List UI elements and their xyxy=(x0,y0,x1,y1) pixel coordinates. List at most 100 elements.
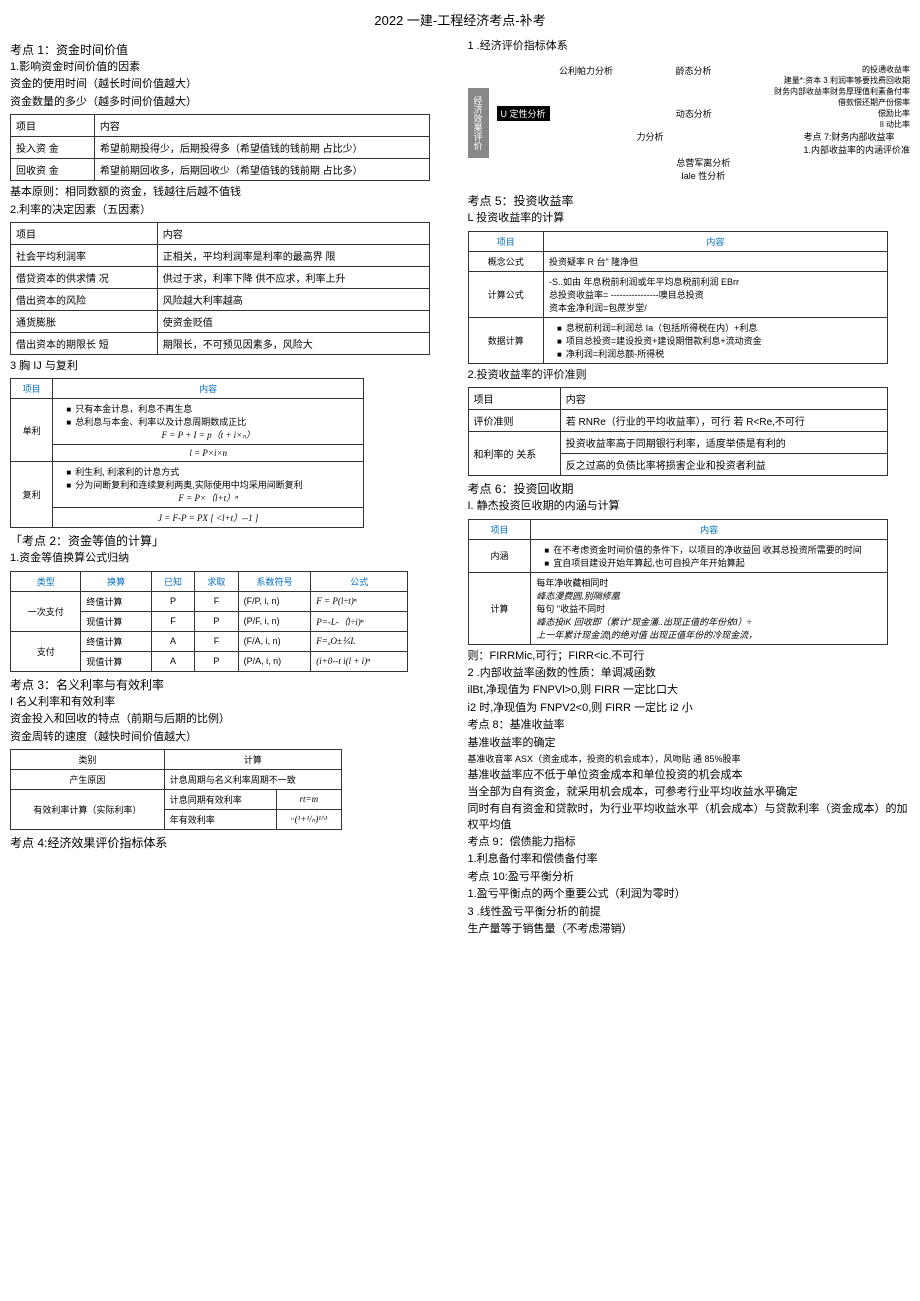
cell: 使资金贬值 xyxy=(157,310,430,332)
cell: 社会平均利润率 xyxy=(11,244,158,266)
cell: (i+0--t i(l + i)ⁿ xyxy=(311,651,408,671)
kp1-line2: 资金数量的多少（越多时间价值越大） xyxy=(10,95,453,110)
kp9-title: 考点 9：偿债能力指标 xyxy=(468,835,911,850)
kp1-principle: 基本原则：相同数额的资金，钱越往后越不值钱 xyxy=(10,185,453,200)
cell: 每年净收藏相同时 峰态漫费圆,别隔修凰 每句 "收益不同时 峰态投iK 回收即（… xyxy=(531,572,887,644)
cell: 概念公式 xyxy=(468,251,543,271)
kp2-title: 「考点 2：资金等值的计算」 xyxy=(10,532,453,549)
kp8-l3: 基准收益率应不低于单位资金成本和单位投资的机会成本 xyxy=(468,768,911,783)
cell: 计息周期与名义利率周期不一致 xyxy=(164,769,341,789)
diag-label: 建量*:资本 3 利润率够要找费回收期 xyxy=(774,75,910,86)
li: 总利息与本金、利率以及计息周期数成正比 xyxy=(66,415,358,428)
formula: J = F-P = PX [ <l+t）--1 ] xyxy=(53,508,364,528)
kp3-line1: 资金投入和回收的特点（前期与后期的比例） xyxy=(10,712,453,727)
kp4-title: 考点 4:经济效果评价指标体系 xyxy=(10,834,453,851)
cell: P xyxy=(195,651,238,671)
kp3-table: 类别计算 产生原因计息周期与名义利率周期不一致 有效利率计算（实际利率）计息同期… xyxy=(10,749,342,830)
cell: 产生原因 xyxy=(11,769,165,789)
rt-l3: ilBt,净现值为 FNPVl>0,则 FIRR 一定比口大 xyxy=(468,683,911,698)
kp7-title: 考点 7:财务内部收益率 xyxy=(803,130,910,143)
line: 峰态漫费圆,别隔修凰 xyxy=(536,589,881,602)
cell: (P/F, i, n) xyxy=(238,611,311,631)
cell: 单利 xyxy=(11,399,53,462)
left-column: 考点 1：资金时间价值 1.影响资金时间价值的因素 资金的使用时间（越长时间价值… xyxy=(10,37,453,939)
kp1-table1: 项目 内容 投入资 金 希望前期投得少，后期投得多（希望值钱的钱前期 占比少） … xyxy=(10,114,430,181)
kp1-line1: 资金的使用时间（越长时间价值越大） xyxy=(10,77,453,92)
cell: rt=m xyxy=(276,789,341,809)
kp8-title: 考点 8：基准收益率 xyxy=(468,718,911,733)
line: 资本金净利润=包蔗岁堂/ xyxy=(549,301,882,314)
diag-node: 力分析 xyxy=(636,130,663,156)
li: 宜自项目建设开始年算起,也可自投产年开始算起 xyxy=(544,556,881,569)
cell: -S..如由 年息税前利润或年平均息税前利润 EBrr 总投资收益率= ----… xyxy=(543,271,887,317)
cell: 项目 xyxy=(468,388,560,410)
cell: 现值计算 xyxy=(81,611,151,631)
cell: 借出资本的风险 xyxy=(11,288,158,310)
cell: 息税前利润=利润总 Ia（包括所得税在内）+利息 项目总投资=建设投资+建设期借… xyxy=(543,317,887,363)
kp3-s1: I 名乂利率和有效利率 xyxy=(10,695,453,710)
cell: P xyxy=(151,591,194,611)
kp1-s1-title: 1.影响资金时间价值的因素 xyxy=(10,60,453,75)
kp8-l4: 当全部为自有资金，就采用机会成本，可参考行业平均收益水平确定 xyxy=(468,785,911,800)
diag-label: Il 动比率 xyxy=(838,119,910,130)
cell: A xyxy=(151,631,194,651)
kp8-l1: 基准收益率的确定 xyxy=(468,736,911,751)
li: 项目总投资=建设投资+建设期借款利息+流动资金 xyxy=(557,334,882,347)
cell: 系数符号 xyxy=(238,571,311,591)
line: 总投资收益率= ----------------噢目总投资 xyxy=(549,288,882,301)
cell: 内容 xyxy=(560,388,887,410)
kp1-table2: 项目内容 社会平均利润率正相关，平均利润率是利率的最高界 限 借贷资本的供求情 … xyxy=(10,222,430,355)
diag-label: 财务内部收益率财务厚理值利素备付率 xyxy=(774,86,910,97)
cell: 若 RNRe（行业的平均收益率），可行 若 R<Re,不可行 xyxy=(560,410,887,432)
kp10-l1: 1.盈亏平衡点的两个重要公式（利润为零时） xyxy=(468,887,911,902)
cell: 利生利, 利滚利的计息方式 分为间断复利和连续复利两奥,实际使用中均采用间断复利… xyxy=(53,462,364,508)
cell: (P/A, i, n) xyxy=(238,651,311,671)
cell: 内容 xyxy=(531,519,887,539)
li: 只有本金计息，利息不再生息 xyxy=(66,402,358,415)
cell: 项目 xyxy=(468,231,543,251)
cell: 评价准则 xyxy=(468,410,560,432)
diag-label: 的投通收益率 xyxy=(774,64,910,75)
cell: 内容 xyxy=(543,231,887,251)
kp6-table: 项目内容 内涵 在不考虑资金时间价值的条件下，以项目的净收益回 收其总投资所需要… xyxy=(468,519,888,645)
cell: 投入资 金 xyxy=(11,137,95,159)
kp6-title: 考点 6：投资回收期 xyxy=(468,480,911,497)
cell: 只有本金计息，利息不再生息 总利息与本金、利率以及计息周期数成正比 F = P … xyxy=(53,399,364,445)
cell: 终值计算 xyxy=(81,631,151,651)
cell: 借贷资本的供求情 况 xyxy=(11,266,158,288)
cell: P xyxy=(195,611,238,631)
cell: 一次支付 xyxy=(11,591,81,631)
cell: 类型 xyxy=(11,571,81,591)
kp1-s3-title: 3 胸 IJ 与复利 xyxy=(10,359,453,374)
cell: 计算 xyxy=(164,749,341,769)
cell: 计算 xyxy=(468,572,531,644)
cell: 有效利率计算（实际利率） xyxy=(11,789,165,829)
cell: 换算 xyxy=(81,571,151,591)
cell: F xyxy=(195,631,238,651)
diag-label: 借款偿还期产份偿率 xyxy=(838,97,910,108)
cell: 支付 xyxy=(11,631,81,671)
kp5-s1: L 投资收益率的计算 xyxy=(468,211,911,226)
li: 在不考虑资金时间价值的条件下，以项目的净收益回 收其总投资所需要的时间 xyxy=(544,543,881,556)
li: 利生利, 利滚利的计息方式 xyxy=(66,465,358,478)
cell: 内涵 xyxy=(468,539,531,572)
cell: 公式 xyxy=(311,571,408,591)
cell: F = P(l÷t)ⁿ xyxy=(311,591,408,611)
right-column: 1 .经济评价指标体系 经济效果评价 公利帕力分析 龄态分析 的投通收益率 建量… xyxy=(468,37,911,939)
cell: 回收资 金 xyxy=(11,159,95,181)
cell: 希望前期回收多，后期回收少（希望值钱的钱前期 占比多） xyxy=(94,159,430,181)
li: 净利润=利润总额-所得税 xyxy=(557,347,882,360)
kp5-table1: 项目内容 概念公式投资疑率 R 台" 隆净但 计算公式 -S..如由 年息税前利… xyxy=(468,231,888,364)
diag-node: Iale 性分析 xyxy=(497,169,911,182)
diag-node: 龄态分析 xyxy=(675,64,711,97)
kp10-title: 考点 10:盈亏平衡分析 xyxy=(468,870,911,885)
cell: 希望前期投得少，后期投得多（希望值钱的钱前期 占比少） xyxy=(94,137,430,159)
diag-node: 公利帕力分析 xyxy=(559,64,613,97)
cell: 内容 xyxy=(157,222,430,244)
formula: F = P×（l+t）ⁿ xyxy=(58,491,358,504)
cell: 在不考虑资金时间价值的条件下，以项目的净收益回 收其总投资所需要的时间 宜自项目… xyxy=(531,539,887,572)
cell: 风险越大利率越高 xyxy=(157,288,430,310)
eval-diagram: 经济效果评价 公利帕力分析 龄态分析 的投通收益率 建量*:资本 3 利润率够要… xyxy=(468,64,911,182)
cell: 类别 xyxy=(11,749,165,769)
cell: 和利率的 关系 xyxy=(468,432,560,476)
